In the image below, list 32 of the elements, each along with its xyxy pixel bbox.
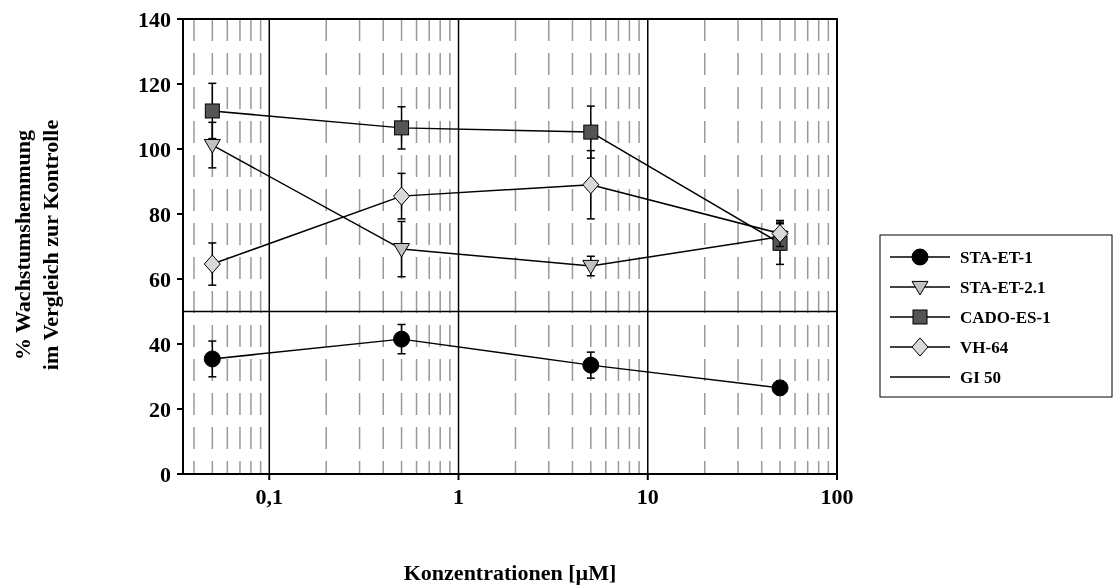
point <box>203 139 221 154</box>
point <box>582 356 600 374</box>
y-tick-label: 40 <box>149 331 171 357</box>
legend-label: STA-ET-1 <box>960 247 1033 267</box>
y-tick-label: 20 <box>149 396 171 422</box>
point <box>204 103 220 119</box>
y-tick-label: 120 <box>138 71 171 97</box>
y-tick-label: 80 <box>149 201 171 227</box>
point <box>203 350 221 368</box>
point <box>583 124 599 140</box>
x-tick-label: 10 <box>636 484 659 509</box>
point <box>393 186 411 206</box>
legend-label: VH-64 <box>960 337 1009 357</box>
point <box>771 224 789 243</box>
legend-label: CADO-ES-1 <box>960 307 1051 327</box>
y-tick-label: 100 <box>138 136 171 162</box>
point <box>393 243 411 258</box>
legend-label: GI 50 <box>960 367 1002 387</box>
y-tick-label: 0 <box>160 461 171 487</box>
point <box>582 259 600 275</box>
point <box>393 330 411 348</box>
y-tick-label: 60 <box>149 266 171 292</box>
x-axis-title: Konzentrationen [µM] <box>403 560 617 585</box>
y-tick-label: 140 <box>138 6 171 32</box>
x-tick-label: 1 <box>453 484 465 509</box>
y-axis-title: % Wachstumshemmung im Vergleich zur Kontrolle <box>10 119 63 371</box>
x-tick-label: 100 <box>820 484 854 509</box>
point <box>582 175 600 195</box>
point <box>394 120 410 136</box>
legend-label: STA-ET-2.1 <box>960 277 1046 297</box>
point <box>203 254 221 274</box>
x-tick-label: 0,1 <box>255 484 284 509</box>
